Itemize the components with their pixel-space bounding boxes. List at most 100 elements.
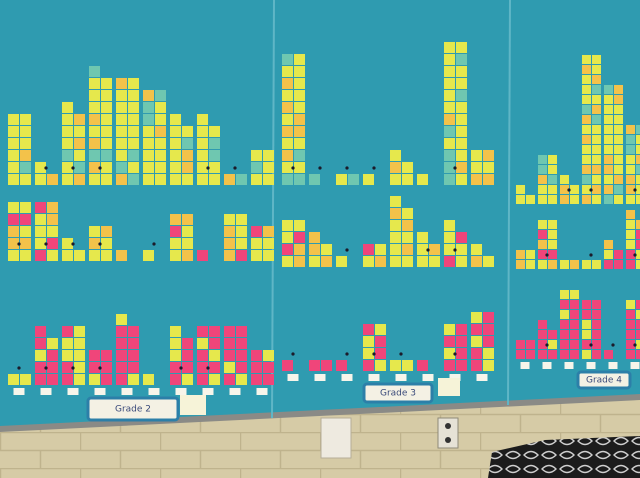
sticky-note (321, 360, 332, 371)
panel-seam (507, 0, 511, 406)
sticky-note (483, 324, 494, 335)
sticky-note (282, 162, 293, 173)
sticky-note (626, 195, 635, 204)
sticky-note (636, 340, 640, 349)
sticky-note (417, 256, 428, 267)
sticky-note (390, 244, 401, 255)
sticky-note (456, 360, 467, 371)
sticky-note (483, 348, 494, 359)
sticky-note (128, 102, 139, 113)
sticky-note (636, 165, 640, 174)
sticky-note (47, 362, 58, 373)
sticky-note (548, 155, 557, 164)
sticky-note (582, 300, 591, 309)
sticky-note (74, 126, 85, 137)
pin (179, 366, 183, 370)
sticky-note (548, 185, 557, 194)
sticky-note (263, 362, 274, 373)
sticky-note (309, 256, 320, 267)
sticky-note (155, 90, 166, 101)
sticky-note (402, 244, 413, 255)
sticky-note (128, 150, 139, 161)
sticky-note (444, 138, 455, 149)
sticky-note (251, 162, 262, 173)
sticky-note (582, 135, 591, 144)
sticky-note (444, 256, 455, 267)
sticky-note (626, 175, 635, 184)
sticky-note (336, 360, 347, 371)
sticky-note (224, 362, 235, 373)
sticky-note (548, 330, 557, 339)
sticky-note (282, 102, 293, 113)
sticky-note (8, 126, 19, 137)
sticky-note (375, 244, 386, 255)
label-text: Grade 4 (586, 376, 622, 386)
sticky-note (390, 256, 401, 267)
sticky-note (8, 162, 19, 173)
sticky-note (170, 126, 181, 137)
sticky-note (182, 214, 193, 225)
sticky-note (626, 185, 635, 194)
sticky-note (224, 374, 235, 385)
sticky-note (209, 362, 220, 373)
sticky-note (471, 174, 482, 185)
sticky-note (560, 290, 569, 299)
sticky-note (560, 260, 569, 269)
sticky-note (209, 150, 220, 161)
sticky-note (294, 78, 305, 89)
sticky-note (62, 350, 73, 361)
name-tag (422, 374, 434, 381)
sticky-note (560, 330, 569, 339)
sticky-note (128, 338, 139, 349)
sticky-note (570, 195, 579, 204)
sticky-note (101, 226, 112, 237)
sticky-note (20, 150, 31, 161)
paper-note (438, 378, 460, 396)
sticky-note (604, 85, 613, 94)
sticky-note (582, 55, 591, 64)
sticky-note (182, 374, 193, 385)
sticky-note (456, 324, 467, 335)
sticky-note (282, 114, 293, 125)
sticky-note (570, 290, 579, 299)
sticky-note (538, 175, 547, 184)
sticky-note (483, 312, 494, 323)
sticky-note (483, 360, 494, 371)
sticky-note (636, 300, 640, 309)
sticky-note (251, 362, 262, 373)
sticky-note (101, 78, 112, 89)
sticky-note (471, 244, 482, 255)
sticky-note (456, 114, 467, 125)
sticky-note (74, 250, 85, 261)
sticky-note (209, 126, 220, 137)
sticky-note (375, 348, 386, 359)
sticky-note (116, 338, 127, 349)
name-tag (449, 374, 461, 381)
sticky-note (570, 260, 579, 269)
sticky-note (538, 250, 547, 259)
sticky-note (8, 238, 19, 249)
sticky-note (582, 350, 591, 359)
sticky-note (116, 350, 127, 361)
sticky-note (429, 256, 440, 267)
sticky-note (592, 95, 601, 104)
sticky-note (209, 338, 220, 349)
sticky-note (236, 362, 247, 373)
label-card (576, 370, 632, 390)
pin (589, 343, 593, 347)
sticky-note (456, 42, 467, 53)
sticky-note (444, 220, 455, 231)
pin (545, 253, 549, 257)
sticky-note (294, 256, 305, 267)
sticky-note (626, 165, 635, 174)
sticky-note (263, 150, 274, 161)
sticky-note (390, 220, 401, 231)
name-tag (542, 362, 552, 369)
sticky-note (101, 102, 112, 113)
name-tag (341, 374, 353, 381)
sticky-note (444, 66, 455, 77)
sticky-note (526, 340, 535, 349)
sticky-note (614, 260, 623, 269)
sticky-note (592, 115, 601, 124)
sticky-note (560, 320, 569, 329)
